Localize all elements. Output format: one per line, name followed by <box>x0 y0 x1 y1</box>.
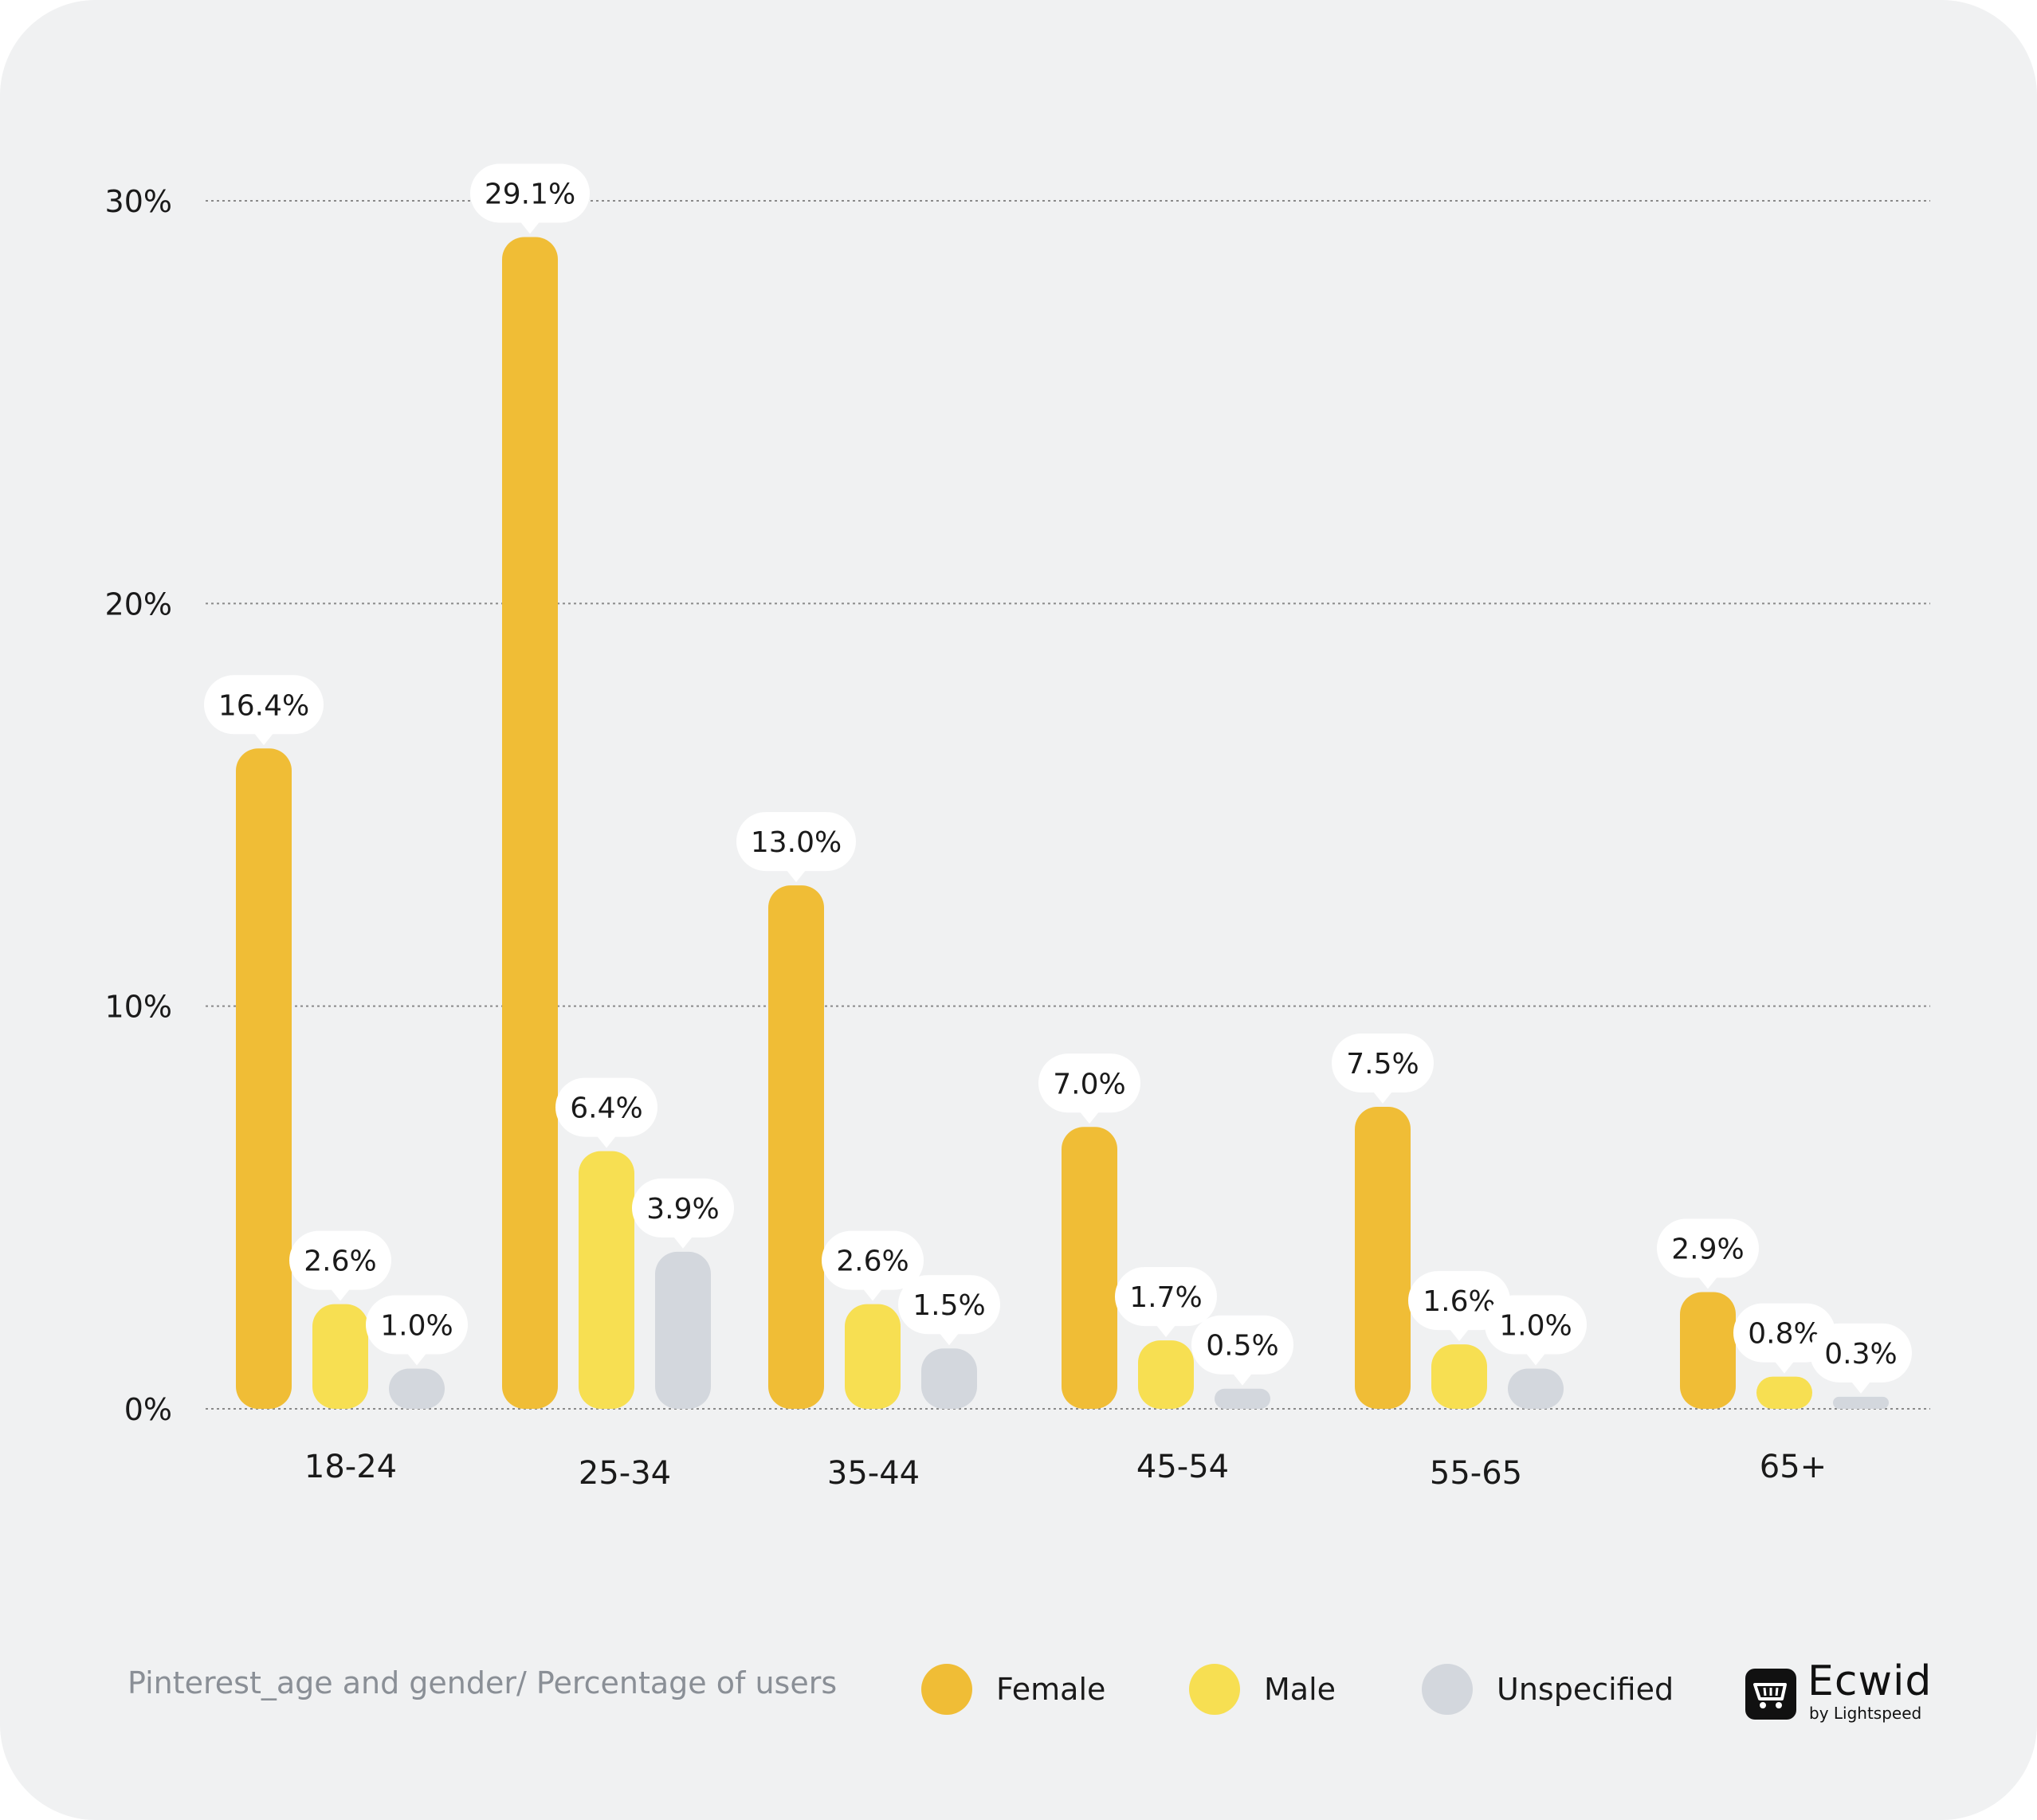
data-label-bubble <box>1408 1271 1510 1331</box>
data-label-bubble <box>470 163 590 223</box>
data-label-bubble <box>1810 1323 1912 1383</box>
data-label-pointer <box>597 1136 616 1148</box>
data-label: 2.6% <box>304 1245 376 1278</box>
data-label-pointer <box>673 1236 693 1249</box>
data-label-bubble <box>1115 1267 1217 1327</box>
data-label: 13.0% <box>751 826 842 859</box>
data-label-bubble <box>632 1178 734 1238</box>
bar-unspecified <box>389 1368 445 1409</box>
data-label: 1.6% <box>1423 1285 1495 1318</box>
data-label-pointer <box>1775 1361 1794 1374</box>
data-label-pointer <box>1156 1325 1175 1338</box>
data-label-pointer <box>331 1289 350 1301</box>
bar-unspecified <box>655 1251 711 1409</box>
data-label-pointer <box>1080 1112 1099 1124</box>
data-label: 1.0% <box>1499 1309 1572 1342</box>
data-label: 16.4% <box>218 689 309 722</box>
data-label: 7.5% <box>1346 1048 1419 1081</box>
x-category-label: 35-44 <box>827 1455 920 1492</box>
data-label-pointer <box>1526 1353 1545 1366</box>
bar-male <box>312 1304 368 1409</box>
y-tick-label: 20% <box>105 586 172 622</box>
data-label-pointer <box>1450 1329 1469 1342</box>
data-label-bubble <box>1733 1303 1835 1363</box>
ecwid-logo: Ecwid by Lightspeed <box>1745 1657 1937 1723</box>
data-label-pointer <box>787 870 806 883</box>
data-label: 3.9% <box>646 1193 719 1226</box>
x-category-label: 45-54 <box>1136 1449 1229 1485</box>
data-label-bubble <box>204 675 324 735</box>
bar-female <box>1062 1127 1117 1409</box>
data-label-pointer <box>407 1353 426 1366</box>
bar-unspecified <box>1833 1396 1889 1409</box>
data-label: 1.7% <box>1129 1281 1202 1314</box>
bar-male <box>1756 1376 1812 1409</box>
data-label-pointer <box>940 1333 959 1346</box>
legend-label-male: Male <box>1264 1672 1336 1707</box>
data-label-bubble <box>1038 1053 1140 1113</box>
bar-male <box>1138 1340 1194 1409</box>
data-label-bubble <box>555 1077 657 1137</box>
data-label: 1.5% <box>913 1289 985 1322</box>
cart-icon <box>1745 1669 1796 1720</box>
legend-swatch-female <box>921 1664 972 1715</box>
bar-unspecified <box>921 1348 977 1409</box>
data-label: 6.4% <box>570 1092 642 1125</box>
data-label-bubble <box>289 1230 391 1290</box>
data-label: 2.6% <box>836 1245 909 1278</box>
data-label: 1.0% <box>380 1309 453 1342</box>
data-label: 29.1% <box>485 178 575 210</box>
legend-label-female: Female <box>996 1672 1106 1707</box>
data-label-pointer <box>520 222 540 234</box>
bar-female <box>502 237 558 1410</box>
data-label-pointer <box>254 733 273 746</box>
chart-caption: Pinterest_age and gender/ Percentage of … <box>128 1665 838 1700</box>
data-label-pointer <box>1233 1373 1252 1386</box>
bar-female <box>768 885 824 1409</box>
bar-male <box>1431 1344 1487 1409</box>
data-label-bubble <box>736 812 856 872</box>
data-label: 0.8% <box>1748 1318 1820 1351</box>
data-label: 0.3% <box>1824 1338 1897 1371</box>
x-category-label: 18-24 <box>304 1449 397 1485</box>
data-label-bubble <box>1485 1295 1587 1355</box>
data-label: 2.9% <box>1671 1233 1744 1265</box>
legend-swatch-unspecified <box>1422 1664 1473 1715</box>
legend-swatch-male <box>1189 1664 1240 1715</box>
data-label-pointer <box>1698 1277 1717 1289</box>
data-label-pointer <box>1851 1381 1870 1394</box>
bar-male <box>845 1304 901 1409</box>
legend-item-unspecified: Unspecified <box>1422 1664 1674 1715</box>
y-tick-label: 0% <box>124 1392 172 1427</box>
legend-label-unspecified: Unspecified <box>1497 1672 1674 1707</box>
data-label-pointer <box>863 1289 882 1301</box>
y-tick-label: 30% <box>105 184 172 219</box>
data-label: 0.5% <box>1206 1330 1278 1363</box>
x-category-label: 65+ <box>1760 1449 1827 1485</box>
data-label: 7.0% <box>1053 1068 1125 1100</box>
legend-item-female: Female <box>921 1664 1105 1715</box>
legend-item-male: Male <box>1189 1664 1336 1715</box>
data-label-bubble <box>1657 1218 1759 1278</box>
bar-female <box>236 748 292 1409</box>
data-label-bubble <box>1191 1315 1293 1375</box>
bar-female <box>1680 1292 1736 1409</box>
data-label-bubble <box>366 1295 468 1355</box>
y-tick-label: 10% <box>105 990 172 1025</box>
data-label-bubble <box>898 1275 1000 1335</box>
x-category-label: 25-34 <box>579 1455 671 1492</box>
x-category-label: 55-65 <box>1430 1455 1522 1492</box>
data-label-bubble <box>1332 1034 1434 1092</box>
data-label-bubble <box>822 1230 924 1290</box>
bar-male <box>579 1151 634 1409</box>
logo-subtitle: by Lightspeed <box>1809 1704 1922 1723</box>
bar-female <box>1355 1107 1411 1409</box>
data-label-pointer <box>1373 1092 1392 1104</box>
bar-unspecified <box>1215 1388 1270 1409</box>
logo-name: Ecwid <box>1807 1657 1933 1705</box>
bar-unspecified <box>1508 1368 1564 1409</box>
